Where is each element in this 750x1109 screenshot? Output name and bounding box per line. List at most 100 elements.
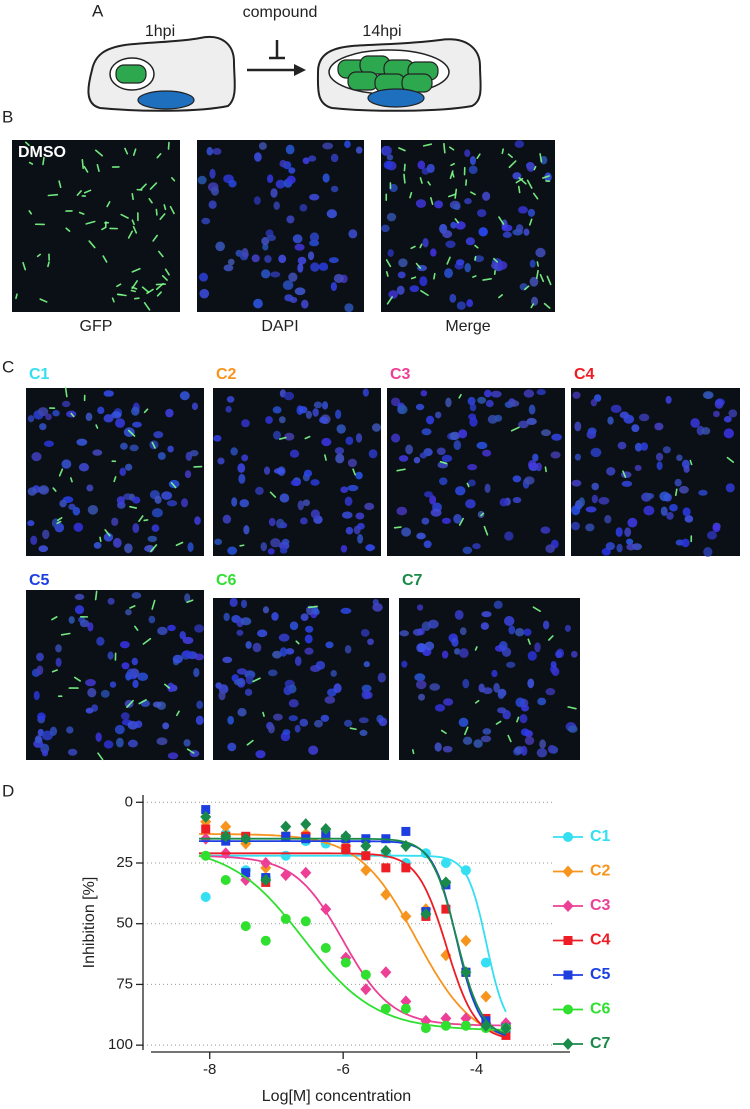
nucleus-spot [477,396,487,404]
nucleus-spot [210,186,219,196]
nucleus-spot [330,153,339,163]
data-point [220,875,231,885]
nucleus-spot [483,389,492,398]
nucleus-spot [442,745,453,753]
nucleus-spot [131,406,140,416]
nucleus-spot [61,459,72,469]
nucleus-spot [340,486,349,494]
nucleus-spot [449,293,457,303]
nucleus-spot [260,542,268,552]
nucleus-spot [386,154,394,161]
parasite-spot [155,208,158,216]
nucleus-spot [307,251,315,261]
nucleus-spot [230,447,238,456]
nucleus-spot [698,489,708,496]
nucleus-spot [523,389,535,398]
nucleus-spot [125,609,132,616]
parasite-spot [403,163,406,172]
nucleus-spot [464,263,471,273]
nucleus-spot [398,258,408,268]
parasite-spot [410,245,416,250]
nucleus-spot [305,410,313,420]
nucleus-spot [27,487,37,496]
data-point [420,1023,431,1034]
compound-label: C3 [390,366,411,383]
nucleus-spot [184,470,192,479]
nucleus-spot [41,749,49,757]
nucleus-spot [415,680,427,690]
nucleus-spot [115,737,124,748]
nucleus-spot [477,510,485,518]
nucleus-spot [222,514,232,524]
parasite-spot [532,192,539,200]
parasite-spot [474,255,477,261]
nucleus-spot [86,484,94,492]
parasite-spot [454,188,458,199]
nucleus-spot [227,742,237,752]
nucleus-spot [303,469,313,478]
nucleus-spot [152,701,162,708]
parasite-spot [94,149,104,157]
parasite-spot [131,267,141,273]
nucleus-spot [321,401,329,410]
parasite-spot [116,293,127,297]
panel-label: A [92,1,104,20]
parasite-spot [36,253,41,258]
micrographs: DMSO GFP DAPI Merge C1 C2 C3 C4 C5 C6 C7 [12,140,740,761]
nucleus-spot [194,516,201,525]
nucleus-spot [355,433,363,443]
nucleus-spot [272,650,282,659]
nucleus-spot [497,690,505,700]
nucleus-spot [444,268,453,279]
data-point [401,826,411,836]
channel-label: Merge [445,318,490,335]
parasite-spot [150,544,158,553]
nucleus-spot [189,449,199,457]
nucleus-spot [310,479,320,486]
fit-curve [199,833,507,1037]
image-label: DMSO [18,144,66,161]
parasite-spot [508,160,517,169]
parasite-spot [726,456,735,463]
nucleus-spot [267,548,275,555]
nucleus-spot [640,442,649,451]
panel-label: D [2,781,14,800]
y-tick-label: 25 [116,854,133,871]
parasite-spot [420,290,429,297]
nucleus-spot [308,155,317,162]
nucleus-spot [662,446,671,454]
parasite-spot [95,424,99,429]
parasite-spot [498,294,503,299]
nucleus-spot [586,430,597,439]
nucleus-spot [131,592,142,599]
panel-label: C [2,357,14,376]
nucleus-spot [72,506,81,516]
nucleus-spot [441,454,453,463]
nucleus-spot [497,261,508,270]
data-point [420,908,432,920]
nucleus-spot [297,263,304,273]
nucleus-spot [237,707,247,717]
nucleus-spot [610,404,622,413]
legend-marker [562,865,574,878]
nucleus-spot [227,715,234,725]
nucleus-spot [490,390,502,398]
nucleus-spot [147,535,158,543]
data-point [300,916,311,927]
nucleus-spot [87,505,99,515]
nucleus-spot [476,441,488,450]
nucleus-spot [286,175,296,184]
nucleus-spot [626,538,634,545]
data-point [460,1012,472,1025]
parasite-spot [482,277,492,281]
nucleus-spot [547,744,556,754]
parasite-spot [60,632,71,636]
nucleus-spot [523,628,532,636]
parasite-spot [42,156,45,166]
nucleus-spot [233,679,244,686]
parasite-spot [47,261,50,268]
nucleus-spot [491,669,498,678]
nucleus-spot [167,445,174,453]
nucleus-spot [315,660,326,670]
parasite-spot [546,275,552,286]
